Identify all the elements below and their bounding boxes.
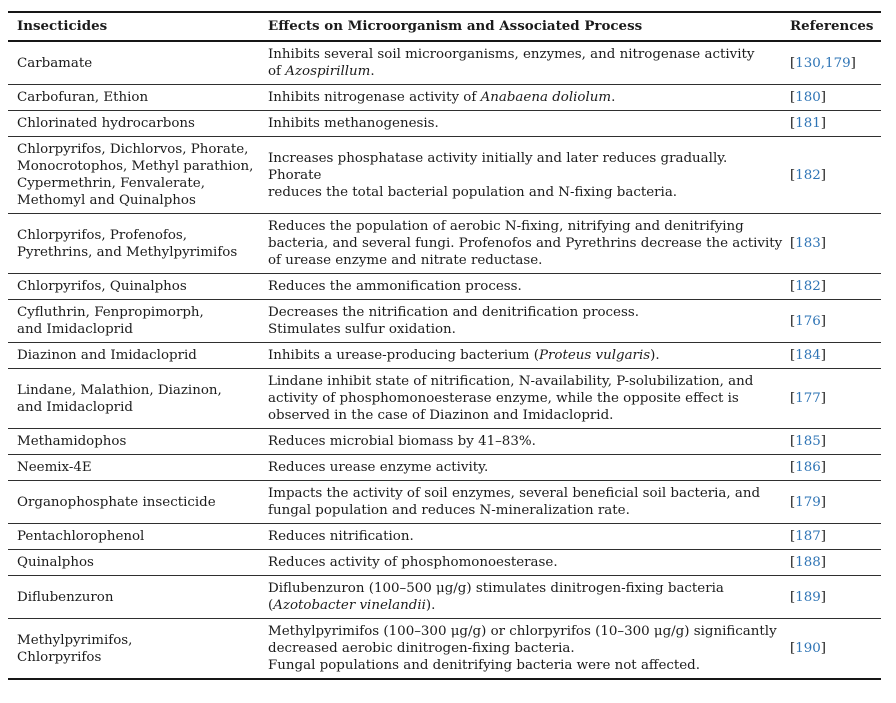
insecticide-cell: Chlorpyrifos, Quinalphos [8,273,265,300]
insecticide-cell: Methylpyrimifos, Chlorpyrifos [8,618,265,679]
effect-cell: Inhibits a urease-producing bacterium (P… [265,342,788,369]
reference-link[interactable]: 182 [795,279,821,294]
reference-cell: [190] [788,618,881,679]
insecticide-cell: Pentachlorophenol [8,523,265,550]
insecticide-cell: Chlorpyrifos, Dichlorvos, Phorate, Monocr… [8,136,265,214]
species-name-italic: Azotobacter vinelandii [273,598,426,613]
effect-cell: Diflubenzuron (100–500 μg/g) stimulates … [265,575,788,619]
reference-link[interactable]: 186 [795,460,821,475]
effect-cell: Reduces urease enzyme activity. [265,454,788,481]
table-row: Cyfluthrin, Fenpropimorph, and Imidaclopr… [8,299,881,343]
reference-cell: [183] [788,213,881,274]
reference-cell: [189] [788,575,881,619]
reference-cell: [182] [788,273,881,300]
effect-cell: Reduces the ammonification process. [265,273,788,300]
effect-cell: Decreases the nitrification and denitrif… [265,299,788,343]
insecticide-cell: Quinalphos [8,549,265,576]
reference-cell: [130,179] [790,55,856,71]
table-row: Pentachlorophenol Reduces nitrification.[… [8,523,881,550]
header-row: Insecticides Effects on Microorganism an… [8,12,881,42]
reference-cell: [185] [788,428,881,455]
insecticides-effects-table: Insecticides Effects on Microorganism an… [8,11,881,680]
reference-link[interactable]: 179 [795,494,821,510]
table-row: Carbofuran, Ethion Inhibits nitrogenase a… [8,84,881,111]
reference-cell: [176] [788,299,881,343]
insecticide-cell: Diflubenzuron [8,575,265,619]
table-row: Organophosphate insecticide Impacts the a… [8,480,881,524]
reference-link[interactable]: 183 [795,236,821,251]
table-row: Carbamate Inhibits several soil microorga… [8,41,881,85]
reference-link[interactable]: 190 [795,641,821,656]
species-name-italic: Proteus vulgaris [539,348,651,363]
reference-link[interactable]: 180 [795,90,821,105]
table-row: Diflubenzuron Diflubenzuron (100–500 μg/g… [8,575,881,619]
table-row: Chlorpyrifos, Dichlorvos, Phorate, Monocr… [8,136,881,214]
reference-cell: [186] [788,454,881,481]
effect-cell: Impacts the activity of soil enzymes, se… [265,480,788,524]
reference-link[interactable]: 188 [795,555,821,570]
reference-link[interactable]: 187 [795,529,821,544]
table-row: Methylpyrimifos, Chlorpyrifos Methylpyrimi… [8,618,881,679]
reference-link[interactable]: 185 [795,434,821,449]
effect-cell: Reduces the population of aerobic N-fixi… [265,213,788,274]
insecticide-cell: Lindane, Malathion, Diazinon, and Imidacl… [8,368,265,429]
table-row: Methamidophos Reduces microbial biomass b… [8,428,881,455]
insecticide-cell: Carbamate [17,55,93,71]
reference-link[interactable]: 189 [795,589,821,605]
reference-cell: [179] [788,480,881,524]
effect-cell: Methylpyrimifos (100–300 μg/g) or chlorp… [265,618,788,679]
reference-cell: [177] [788,368,881,429]
reference-link[interactable]: 177 [795,391,821,406]
reference-link[interactable]: 176 [795,313,821,329]
reference-link[interactable]: 182 [795,167,821,183]
reference-cell: [182] [788,136,881,214]
species-name-italic: Anabaena doliolum [480,90,612,105]
reference-link[interactable]: 181 [795,116,821,131]
insecticide-cell: Diazinon and Imidacloprid [8,342,265,369]
table-row: Chlorpyrifos, Profenofos, Pyrethrins, and… [8,213,881,274]
table-row: Diazinon and Imidacloprid Inhibits a urea… [8,342,881,369]
col-header-references: References [788,12,881,42]
col-header-insecticides: Insecticides [8,12,265,42]
reference-cell: [181] [788,110,881,137]
reference-cell: [184] [788,342,881,369]
effect-cell: Inhibits methanogenesis. [265,110,788,137]
effect-cell: Inhibits several soil microorganisms, en… [268,47,755,79]
reference-cell: [187] [788,523,881,550]
reference-link[interactable]: 184 [795,348,821,363]
insecticide-cell: Cyfluthrin, Fenpropimorph, and Imidaclopr… [8,299,265,343]
insecticide-cell: Organophosphate insecticide [8,480,265,524]
insecticide-cell: Chlorpyrifos, Profenofos, Pyrethrins, and… [8,213,265,274]
effect-cell: Reduces activity of phosphomonoesterase. [265,549,788,576]
reference-link[interactable]: 130,179 [795,55,851,71]
insecticide-cell: Methamidophos [8,428,265,455]
reference-cell: [188] [788,549,881,576]
effect-cell: Reduces microbial biomass by 41–83%. [265,428,788,455]
col-header-effects: Effects on Microorganism and Associated … [265,12,788,42]
effect-cell: Inhibits nitrogenase activity of Anabaen… [265,84,788,111]
insecticide-cell: Chlorinated hydrocarbons [8,110,265,137]
reference-cell: [180] [788,84,881,111]
table-row: Chlorinated hydrocarbons Inhibits methano… [8,110,881,137]
insecticide-cell: Carbofuran, Ethion [8,84,265,111]
table-row: Chlorpyrifos, Quinalphos Reduces the ammo… [8,273,881,300]
insecticide-cell: Neemix-4E [8,454,265,481]
table-row: Quinalphos Reduces activity of phosphomon… [8,549,881,576]
table-row: Neemix-4E Reduces urease enzyme activity.… [8,454,881,481]
effect-cell: Reduces nitrification. [265,523,788,550]
effect-cell: Lindane inhibit state of nitrification, … [265,368,788,429]
effect-cell: Increases phosphatase activity initially… [265,136,788,214]
insecticides-effects-table-container: Insecticides Effects on Microorganism an… [8,11,881,680]
table-row: Lindane, Malathion, Diazinon, and Imidacl… [8,368,881,429]
species-name-italic: Azospirillum [285,64,371,79]
